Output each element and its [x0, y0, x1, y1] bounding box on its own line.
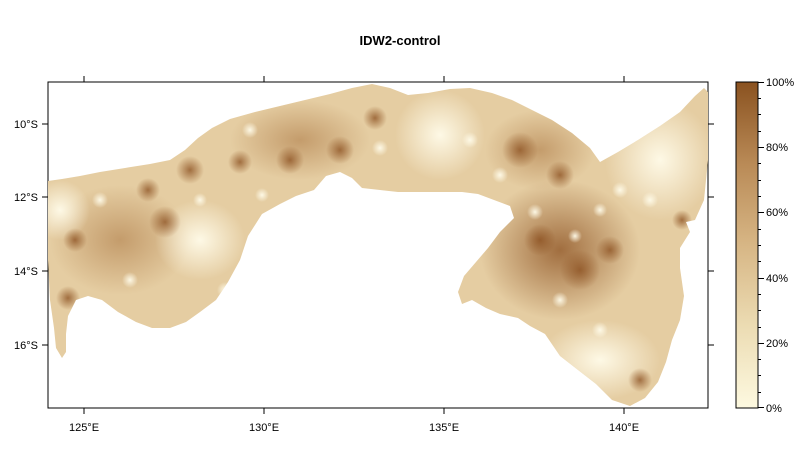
map-title: IDW2-control [359, 33, 441, 48]
y-tick-label: 10°S [14, 119, 38, 131]
x-tick-label: 135°E [429, 422, 459, 434]
x-axis [83, 76, 625, 414]
legend-label: 40% [766, 273, 788, 285]
y-axis [42, 123, 714, 346]
legend-colorbar [735, 81, 759, 409]
x-tick-label: 140°E [609, 422, 639, 434]
legend-label: 60% [766, 207, 788, 219]
y-tick-label: 14°S [14, 266, 38, 278]
x-tick-label: 130°E [249, 422, 279, 434]
legend-label: 80% [766, 142, 788, 154]
y-tick-label: 16°S [14, 340, 38, 352]
legend-label: 100% [766, 77, 794, 89]
color-legend: 100% 80% 60% 40% 20% 0% [735, 77, 794, 415]
legend-label: 0% [766, 403, 782, 415]
x-tick-label: 125°E [69, 422, 99, 434]
legend-label: 20% [766, 338, 788, 350]
y-tick-label: 12°S [14, 192, 38, 204]
